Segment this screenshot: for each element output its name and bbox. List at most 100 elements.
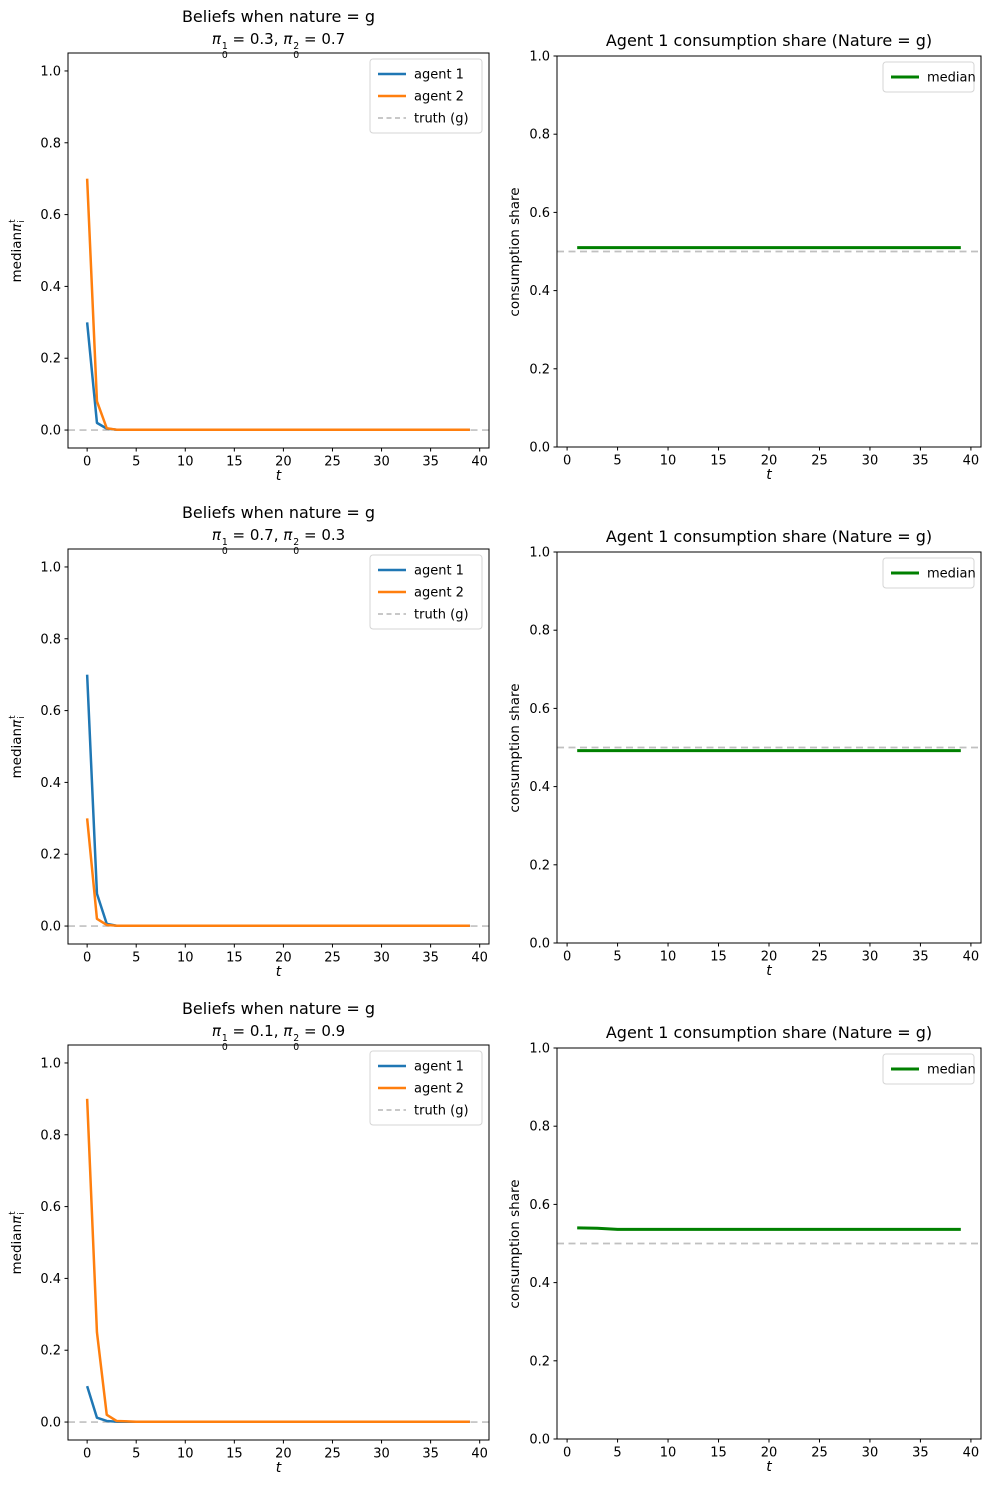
x-tick-label: 5 [132, 455, 140, 470]
x-tick-label: 0 [563, 454, 571, 469]
x-tick-label: 20 [275, 951, 292, 966]
plot-title: Agent 1 consumption share (Nature = g) [605, 527, 933, 546]
x-tick-label: 10 [660, 1446, 677, 1461]
x-tick-label: 20 [761, 454, 778, 469]
legend-label: truth (g) [414, 1104, 469, 1119]
x-tick-label: 0 [83, 951, 91, 966]
y-tick-label: 0.6 [529, 702, 550, 717]
y-tick-label: 1.0 [529, 1042, 550, 1057]
y-axis-label: consumption share [507, 1178, 523, 1309]
x-tick-label: 25 [324, 1447, 341, 1462]
subplot-consumption-row3: 0 5 10 15 20 25 30 35 40 0.0 0.2 0.4 0.6 0.8 1.0 median [529, 1042, 982, 1461]
legend-label: agent 1 [414, 564, 464, 579]
x-tick-label: 5 [613, 1446, 621, 1461]
legend-label: median [927, 71, 976, 86]
y-tick-label: 0.4 [529, 780, 550, 795]
legend-box [882, 1053, 975, 1085]
axes-frame [67, 52, 490, 449]
y-tick-label: 0.4 [40, 1272, 61, 1287]
plot-title: Beliefs when nature = g [181, 503, 376, 522]
subplot-beliefs-row3: 0 5 10 15 20 25 30 35 40 0.0 0.2 0.4 0.6 0.8 1.0 agent … [40, 1044, 490, 1462]
pi-symbol: π [283, 30, 293, 48]
subplot-beliefs-row2: 0 5 10 15 20 25 30 35 40 0.0 0.2 0.4 0.6 0.8 1.0 agent … [40, 548, 490, 966]
x-tick-label: 40 [471, 455, 488, 470]
legend-box [369, 1050, 483, 1126]
plot-title: Beliefs when nature = g [181, 999, 376, 1018]
x-tick-label: 30 [373, 951, 390, 966]
y-tick-label: 0.6 [40, 208, 61, 223]
y-axis-label: consumption share [507, 186, 523, 317]
y-axis-label: consumption share [507, 682, 523, 813]
x-tick-label: 10 [177, 455, 194, 470]
x-tick-label: 0 [83, 1447, 91, 1462]
x-tick-label: 5 [613, 454, 621, 469]
x-tick-label: 15 [710, 1446, 727, 1461]
x-tick-label: 40 [471, 951, 488, 966]
y-tick-label: 0.4 [40, 776, 61, 791]
x-tick-label: 15 [226, 1447, 243, 1462]
legend-label: median [927, 567, 976, 582]
x-tick-label: 40 [963, 950, 980, 965]
x-tick-label: 35 [912, 950, 929, 965]
y-tick-label: 0.2 [40, 352, 61, 367]
y-tick-label: 0.4 [40, 280, 61, 295]
series-line-agent-1 [85, 1385, 470, 1423]
y-tick-label: 0.8 [529, 624, 550, 639]
legend-label: median [927, 1063, 976, 1078]
pi-symbol: π [9, 719, 25, 728]
x-axis-label: t [766, 1459, 772, 1475]
series-line-agent-1 [85, 322, 470, 431]
x-tick-label: 30 [862, 950, 879, 965]
x-tick-label: 30 [373, 455, 390, 470]
y-tick-label: 1.0 [529, 50, 550, 65]
x-tick-label: 35 [422, 1447, 439, 1462]
legend-label: agent 1 [414, 1060, 464, 1075]
legend-box [882, 557, 975, 589]
y-tick-label: 0.8 [40, 1128, 61, 1143]
y-tick-label: 1.0 [40, 560, 61, 575]
y-tick-label: 0.0 [40, 1416, 61, 1431]
series-line-agent-2 [85, 818, 470, 927]
plot-title: Agent 1 consumption share (Nature = g) [605, 1023, 933, 1042]
x-tick-label: 30 [862, 1446, 879, 1461]
x-tick-label: 5 [132, 951, 140, 966]
subplot-beliefs-row1: 0 5 10 15 20 25 30 35 40 0.0 0.2 0.4 0.6 0.8 1.0 agent … [40, 52, 490, 470]
pi-symbol: π [211, 1022, 221, 1040]
pi-symbol: π [211, 526, 221, 544]
pi-symbol: π [211, 30, 221, 48]
y-tick-label: 0.2 [529, 362, 550, 377]
pi-symbol: π [283, 526, 293, 544]
x-tick-label: 20 [275, 1447, 292, 1462]
y-tick-label: 0.0 [529, 1433, 550, 1448]
y-tick-label: 0.0 [529, 441, 550, 456]
subplot-consumption-row1: 0 5 10 15 20 25 30 35 40 0.0 0.2 0.4 0.6 0.8 1.0 median [529, 50, 982, 469]
x-tick-label: 20 [761, 950, 778, 965]
series-line-agent-2 [85, 1098, 470, 1423]
legend-label: agent 2 [414, 90, 464, 105]
y-tick-label: 0.0 [529, 937, 550, 952]
y-tick-label: 0.8 [40, 136, 61, 151]
pi-symbol: π [283, 1022, 293, 1040]
subplot-consumption-row2: 0 5 10 15 20 25 30 35 40 0.0 0.2 0.4 0.6 0.8 1.0 median [529, 546, 982, 965]
y-tick-label: 0.2 [40, 1344, 61, 1359]
x-axis-label: t [766, 963, 772, 979]
y-tick-label: 0.2 [40, 848, 61, 863]
legend-label: agent 2 [414, 586, 464, 601]
y-tick-label: 0.2 [529, 858, 550, 873]
x-axis-label: t [275, 1460, 282, 1476]
x-tick-label: 0 [563, 950, 571, 965]
y-tick-label: 0.2 [529, 1354, 550, 1369]
x-axis-label: t [275, 964, 282, 980]
x-tick-label: 40 [963, 454, 980, 469]
y-tick-label: 0.0 [40, 920, 61, 935]
